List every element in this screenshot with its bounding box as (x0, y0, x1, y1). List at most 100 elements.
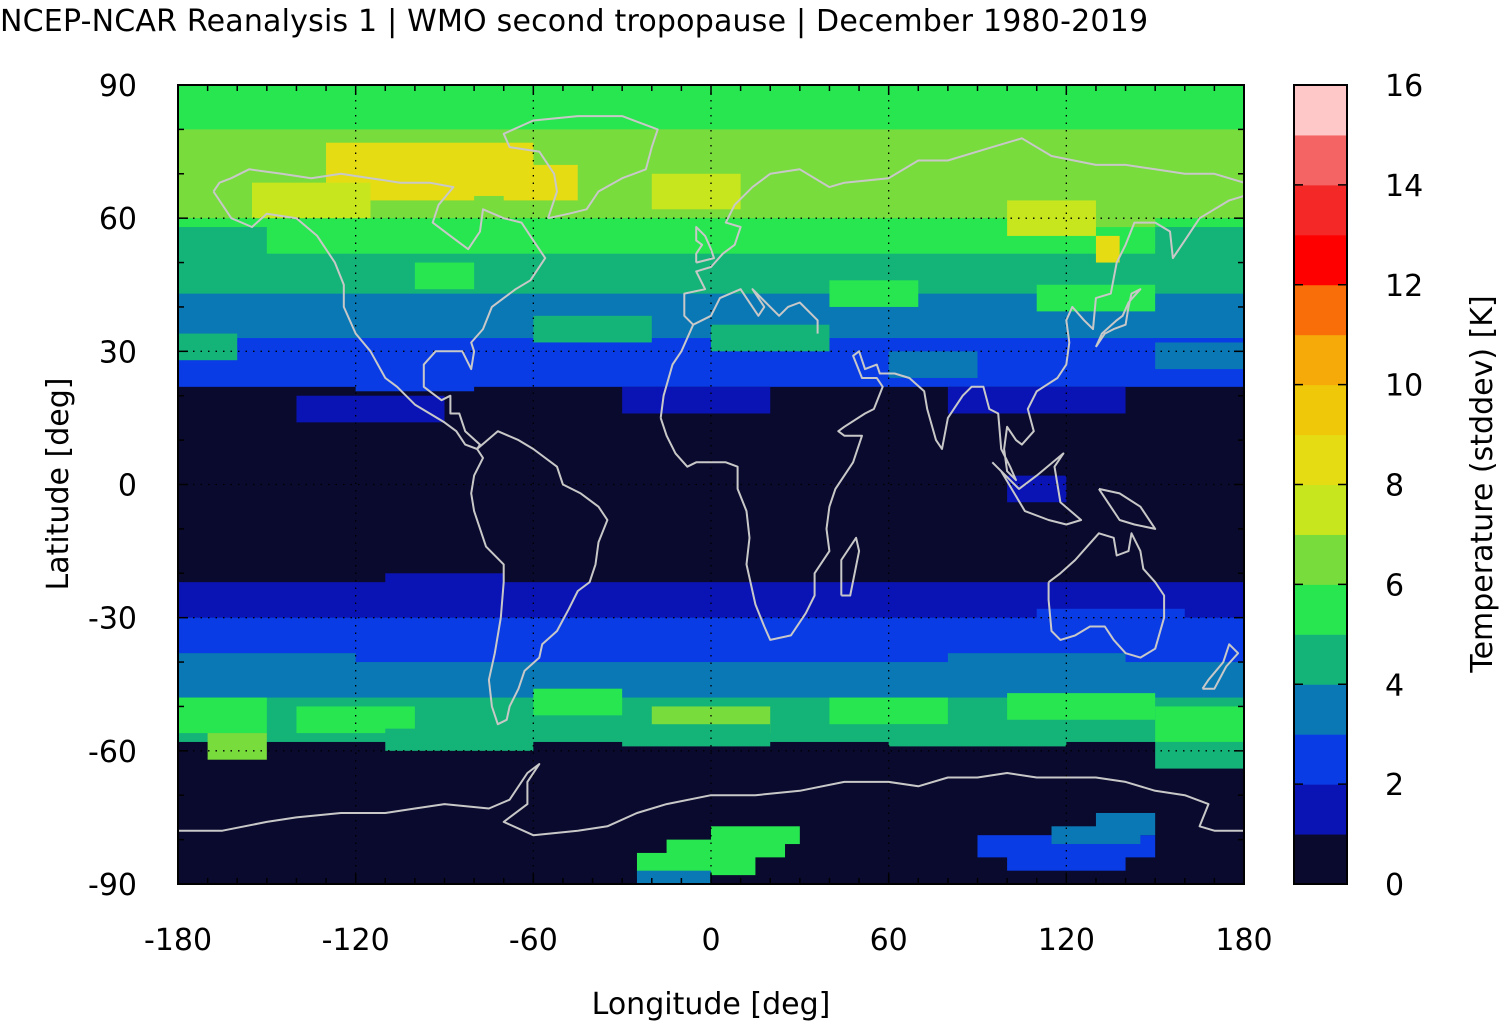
colorbar-segment-15 (1294, 85, 1347, 136)
field-patch-41 (636, 852, 756, 876)
x-axis-label: Longitude [deg] (592, 987, 831, 1022)
colorbar-label: Temperature (stddev) [K] (1465, 295, 1500, 673)
field-patch-8 (1007, 200, 1096, 236)
field-patch-34 (829, 697, 948, 725)
field-patch-5 (592, 129, 711, 157)
coastline-new-guinea (1098, 487, 1157, 530)
field-patch-44 (636, 870, 711, 884)
field-patch-43 (711, 826, 800, 845)
field-patch-18 (1155, 342, 1244, 370)
coastline-new-zealand (1201, 643, 1240, 690)
x-tick-label: 120 (1038, 923, 1095, 958)
x-tick-label: 60 (870, 923, 908, 958)
colorbar-tick-label: 2 (1385, 768, 1404, 803)
field-patch-4 (252, 182, 371, 219)
colorbar (1293, 84, 1348, 885)
coastline-greenland (502, 115, 659, 220)
field-patch-35 (1007, 693, 1156, 720)
colorbar-segment-7 (1294, 484, 1347, 535)
colorbar-segment-2 (1294, 734, 1347, 785)
field-patch-46 (1007, 852, 1126, 871)
field-patch-21 (622, 386, 771, 414)
field-patch-7 (1095, 235, 1120, 263)
field-patch-3 (503, 164, 578, 201)
y-tick-label: -90 (88, 868, 137, 903)
x-tick-label: -120 (322, 923, 390, 958)
field-patch-27 (947, 653, 1126, 680)
colorbar-segment-11 (1294, 284, 1347, 336)
colorbar-tick-labels: 0 2 4 6 8 10 12 14 16 (1385, 69, 1423, 903)
field-patch-37 (385, 728, 534, 751)
anomaly-patches (178, 129, 1244, 884)
field-patch-39 (888, 724, 1067, 747)
coastline-britain (695, 226, 715, 264)
colorbar-tick-label: 16 (1385, 69, 1423, 104)
x-tick-label: -180 (144, 923, 212, 958)
colorbar-tick-label: 10 (1385, 369, 1423, 404)
coastline-antarctica (178, 763, 1244, 837)
field-patch-38 (622, 724, 771, 747)
field-patch-1 (355, 147, 475, 201)
coastlines (178, 115, 1244, 837)
field-patch-36 (1155, 706, 1244, 742)
field-patch-17 (178, 333, 238, 361)
field-patch-12 (414, 262, 475, 290)
field-patch-15 (533, 315, 652, 343)
colorbar-segment-10 (1294, 334, 1347, 386)
field-patch-30 (207, 733, 267, 760)
field-patch-16 (711, 324, 830, 352)
colorbar-tick-label: 8 (1385, 469, 1404, 504)
coastline-mediterranean-north (692, 288, 819, 334)
field-patch-9 (651, 173, 741, 210)
x-tick-labels: -180 -120 -60 0 60 120 180 (144, 923, 1273, 958)
y-tick-labels: 90 60 30 0 -30 -60 -90 (88, 69, 137, 903)
colorbar-tick-label: 14 (1385, 169, 1423, 204)
colorbar-tick-label: 4 (1385, 668, 1404, 703)
coastline-south-america (470, 430, 609, 726)
colorbar-segment-1 (1294, 784, 1347, 835)
field-patch-28 (1036, 608, 1185, 645)
field-patch-26 (178, 653, 356, 680)
field-patch-19 (888, 351, 978, 378)
colorbar-segment-8 (1294, 434, 1347, 485)
field-patch-20 (296, 395, 445, 423)
coastline-australia (1047, 532, 1166, 659)
x-tick-label: 0 (701, 923, 720, 958)
colorbar-tick-label: 6 (1385, 568, 1404, 603)
field-patch-13 (829, 280, 919, 307)
coastline-madagascar (840, 536, 861, 597)
y-tick-label: 90 (99, 69, 137, 104)
y-axis-label: Latitude [deg] (41, 378, 76, 591)
coastline-japan (1094, 288, 1142, 348)
colorbar-segment-3 (1294, 684, 1347, 735)
field-patch-23 (355, 369, 475, 392)
coastline-north-america (212, 168, 547, 450)
colorbar-segment-0 (1294, 834, 1347, 885)
x-tick-label: -60 (509, 923, 558, 958)
colorbar-ticks (1294, 84, 1347, 885)
colorbar-segment-12 (1294, 234, 1347, 286)
y-tick-label: -60 (88, 735, 137, 770)
field-patch-25 (385, 573, 504, 600)
chart-title: NCEP-NCAR Reanalysis 1 | WMO second trop… (0, 4, 1149, 39)
field-patch-11 (1155, 227, 1244, 263)
axis-ticks (177, 84, 1245, 885)
colorbar-segment-4 (1294, 634, 1347, 685)
colorbar-segment-14 (1294, 134, 1347, 186)
colorbar-tick-label: 12 (1385, 269, 1423, 304)
y-tick-label: 60 (99, 202, 137, 237)
field-patch-32 (533, 688, 623, 716)
colorbar-segment-5 (1294, 584, 1347, 635)
y-tick-label: 30 (99, 335, 137, 370)
coastline-africa-eurasia (659, 137, 1244, 641)
field-patch-40 (1155, 741, 1244, 769)
y-tick-label: 0 (118, 469, 137, 504)
field-patch-29 (178, 697, 267, 734)
colorbar-tick-label: 0 (1385, 868, 1404, 903)
gridlines (178, 85, 1244, 884)
field-patch-48 (1051, 826, 1141, 845)
field-patch-10 (178, 227, 267, 263)
colorbar-segment-9 (1294, 384, 1347, 436)
y-tick-label: -30 (88, 602, 137, 637)
